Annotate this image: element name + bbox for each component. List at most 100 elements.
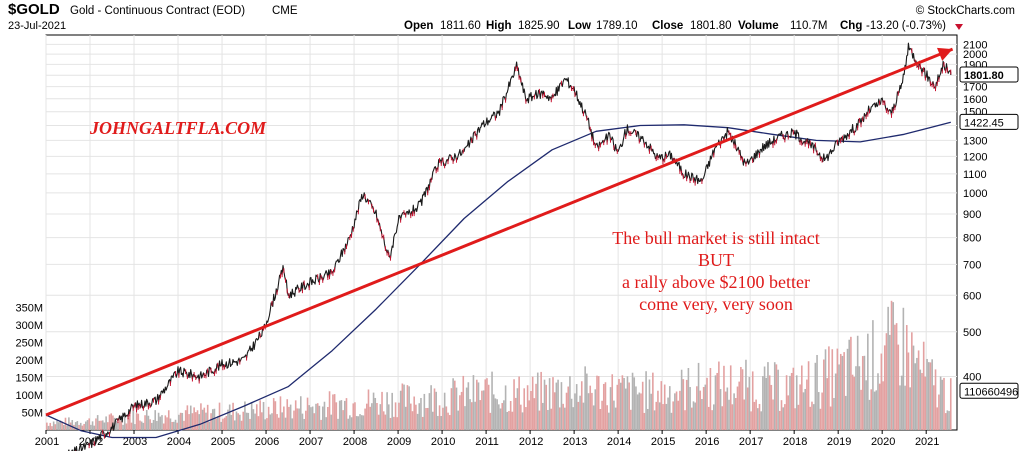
volume-bar [217,416,219,430]
volume-bar [665,403,668,430]
volume-bar [83,423,85,430]
volume-bar [362,415,365,430]
volume-bar [706,377,708,430]
volume-bar [545,384,548,430]
volume-bar [916,357,918,430]
volume-bar [140,421,143,430]
volume-bar [855,366,857,430]
price-tick-label: 400 [963,371,981,383]
x-tick-label: 2016 [695,436,719,448]
x-tick-label: 2007 [299,436,323,448]
volume-bar [516,388,519,430]
volume-bar [723,365,725,430]
volume-bar [550,408,553,430]
price-tag-box [959,66,1019,83]
volume-bar [423,393,426,430]
volume-bar [410,403,412,430]
volume-bar [164,415,167,430]
volume-bar [403,384,405,430]
volume-bar [230,414,233,430]
volume-bar [926,358,928,430]
volume-bar [203,407,206,430]
volume-bar [130,422,133,430]
volume-bar [266,418,268,430]
volume-bar [735,398,737,430]
volume-bar [86,420,89,430]
volume-bar [108,414,111,430]
volume-bar [389,417,392,430]
volume-bar [306,397,309,430]
volume-bar [883,345,886,430]
volume-bar [911,332,913,430]
volume-bar [161,415,163,430]
ma-tag-box [959,113,1019,130]
volume-bar [821,392,823,430]
volume-bar [526,385,529,430]
volume-bar [88,418,90,430]
volume-bar [61,421,63,430]
volume-bar [889,334,891,430]
volume-bar [310,407,312,430]
volume-bar [772,399,774,430]
volume-bar [680,369,683,430]
price-tick-label: 1600 [963,94,987,106]
volume-bar [773,362,776,430]
volume-bar [93,425,96,430]
volume-bar [567,386,570,430]
volume-bar [110,413,113,430]
volume-bar [420,397,422,430]
volume-bar [799,384,801,430]
x-tick-label: 2001 [35,436,59,448]
volume-bar [447,412,449,430]
volume-bar [137,413,140,430]
volume-bar [279,396,282,430]
volume-bar [343,400,346,430]
volume-bar [789,375,791,430]
volume-bar [856,335,859,430]
volume-bar [812,404,815,430]
volume-bar [162,423,165,430]
volume-bar [765,377,768,430]
volume-bar [406,385,409,430]
volume-bar [663,384,666,430]
volume-bar [787,395,790,430]
volume-bar [699,390,702,430]
volume-bar [506,411,509,430]
volume-bar [349,415,351,430]
volume-bar [579,395,581,430]
volume-bar [582,402,585,430]
x-tick-label: 2012 [519,436,543,448]
volume-bar [660,381,663,430]
symbol: $GOLD [8,1,60,18]
volume-bar [609,387,612,430]
volume-bar [899,385,901,430]
volume-bar [494,398,497,430]
volume-bar [521,412,524,430]
x-tick-label: 2014 [607,436,631,448]
volume-bar [608,412,610,430]
volume-bar [564,407,566,430]
volume-bar [674,393,676,430]
volume-bar [421,416,424,430]
x-tick-label: 2020 [871,436,895,448]
volume-bar [584,366,586,430]
volume-bar [489,412,492,430]
volume-bar [531,376,534,430]
volume-bar [633,377,636,430]
volume-bar [455,387,458,430]
volume-bar [946,410,949,430]
low-label: Low [568,20,591,32]
volume-bar [71,419,74,430]
volume-bar [398,402,400,430]
volume-bar [917,350,920,430]
volume-bar [47,425,50,430]
volume-bar [638,392,641,430]
volume-bar [51,426,53,430]
volume-bar [716,372,718,430]
volume-bar [264,419,267,430]
price-tick-label: 2000 [963,49,987,61]
volume-bar [198,414,201,430]
volume-bar [838,364,840,430]
volume-bar [465,387,468,430]
volume-bar [491,371,493,430]
